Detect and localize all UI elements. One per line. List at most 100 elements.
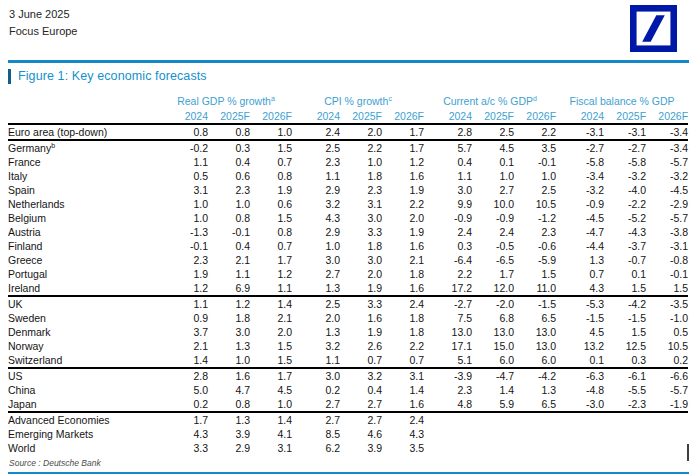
value-cell <box>514 412 556 427</box>
value-cell: 3.1 <box>160 183 208 197</box>
value-cell: 2.9 <box>208 441 250 455</box>
value-cell: 0.1 <box>472 155 514 169</box>
year-header-2025f: 2025F <box>208 108 250 124</box>
value-cell: 1.0 <box>472 169 514 183</box>
value-cell: 1.6 <box>382 397 424 412</box>
value-cell: 2.1 <box>208 253 250 267</box>
value-cell: -3.1 <box>556 124 604 140</box>
table-row-advanced-economies: Advanced Economies1.71.31.42.72.72.4 <box>8 412 688 427</box>
value-cell: -5.7 <box>646 211 688 225</box>
value-cell: -3.4 <box>646 140 688 155</box>
value-cell: 1.9 <box>340 325 382 339</box>
value-cell: -1.2 <box>514 211 556 225</box>
value-cell: -5.8 <box>604 155 646 169</box>
country-name: Portugal <box>8 268 47 280</box>
value-cell: 2.2 <box>382 339 424 353</box>
value-cell: 3.3 <box>340 296 382 311</box>
value-cell: 0.3 <box>604 353 646 368</box>
value-cell: 1.5 <box>604 281 646 296</box>
value-cell: 4.3 <box>556 281 604 296</box>
country-name: China <box>8 384 35 396</box>
value-cell: 1.5 <box>250 339 292 353</box>
value-cell: 2.5 <box>514 183 556 197</box>
table-row-world: World3.32.93.16.23.93.5 <box>8 441 688 455</box>
publication-title: Focus Europe <box>9 24 682 39</box>
value-cell: 10.0 <box>472 197 514 211</box>
value-cell: 1.4 <box>160 353 208 368</box>
value-cell: 1.3 <box>292 281 340 296</box>
row-label: Euro area (top-down) <box>8 124 160 140</box>
value-cell: 2.0 <box>382 211 424 225</box>
value-cell: -2.7 <box>604 140 646 155</box>
row-label: Emerging Markets <box>8 427 160 441</box>
value-cell: 4.5 <box>556 325 604 339</box>
value-cell: 1.3 <box>208 412 250 427</box>
value-cell: 2.0 <box>340 124 382 140</box>
value-cell: 3.3 <box>340 225 382 239</box>
value-cell: 1.9 <box>382 183 424 197</box>
value-cell: -0.7 <box>604 253 646 267</box>
value-cell: 6.5 <box>514 311 556 325</box>
value-cell: 0.2 <box>292 383 340 397</box>
value-cell: -1.5 <box>514 296 556 311</box>
country-name: Japan <box>8 398 37 410</box>
value-cell: 1.4 <box>472 383 514 397</box>
value-cell: 1.8 <box>340 239 382 253</box>
value-cell: -0.1 <box>160 239 208 253</box>
value-cell: -3.1 <box>646 239 688 253</box>
row-label: Italy <box>8 169 160 183</box>
country-name: UK <box>8 298 23 310</box>
value-cell <box>424 412 472 427</box>
table-header: Real GDP % growthaCPI % growthcCurrent a… <box>8 93 688 124</box>
year-header-2024: 2024 <box>160 108 208 124</box>
value-cell: 0.3 <box>208 140 250 155</box>
value-cell: -3.4 <box>556 169 604 183</box>
value-cell: 2.0 <box>340 267 382 281</box>
country-name: Spain <box>8 184 35 196</box>
figure-title-row: Figure 1: Key economic forecasts <box>8 68 684 84</box>
value-cell: 8.5 <box>292 427 340 441</box>
value-cell: 2.2 <box>424 267 472 281</box>
corner-cell <box>8 93 160 108</box>
value-cell: 1.1 <box>292 169 340 183</box>
figure-title-accent-bar <box>8 69 11 84</box>
value-cell: -2.7 <box>556 140 604 155</box>
value-cell: 6.2 <box>292 441 340 455</box>
value-cell: 15.0 <box>472 339 514 353</box>
value-cell: -6.4 <box>424 253 472 267</box>
country-name: Sweden <box>8 312 46 324</box>
row-label: Austria <box>8 225 160 239</box>
table-row-france: France1.10.40.72.31.01.20.40.1-0.1-5.8-5… <box>8 155 688 169</box>
value-cell: -3.4 <box>646 124 688 140</box>
value-cell <box>604 412 646 427</box>
value-cell: 1.9 <box>160 267 208 281</box>
country-name: Euro area (top-down) <box>8 126 107 138</box>
value-cell: -5.3 <box>556 296 604 311</box>
value-cell: 1.6 <box>340 311 382 325</box>
value-cell: 1.0 <box>514 169 556 183</box>
value-cell <box>556 441 604 455</box>
value-cell <box>514 441 556 455</box>
table-row-ireland: Ireland1.26.91.11.31.91.617.212.011.04.3… <box>8 281 688 296</box>
row-label: Norway <box>8 339 160 353</box>
value-cell: 1.0 <box>340 155 382 169</box>
row-label: Japan <box>8 397 160 412</box>
row-label: Belgium <box>8 211 160 225</box>
table-row-denmark: Denmark3.73.02.01.31.91.813.013.013.04.5… <box>8 325 688 339</box>
value-cell: -1.5 <box>556 311 604 325</box>
col-group-footnote-ref: d <box>533 94 537 101</box>
row-label-header-cell <box>8 108 160 124</box>
value-cell: 3.0 <box>424 183 472 197</box>
value-cell: 9.9 <box>424 197 472 211</box>
value-cell: 2.4 <box>472 225 514 239</box>
value-cell: 2.3 <box>424 383 472 397</box>
table-row-norway: Norway2.11.31.53.22.62.217.115.013.013.2… <box>8 339 688 353</box>
value-cell: 1.8 <box>382 325 424 339</box>
value-cell: 0.6 <box>250 197 292 211</box>
value-cell: -4.5 <box>646 183 688 197</box>
value-cell: -5.8 <box>556 155 604 169</box>
value-cell: 0.7 <box>340 353 382 368</box>
value-cell: 3.0 <box>208 325 250 339</box>
year-header-2024: 2024 <box>556 108 604 124</box>
value-cell: 2.6 <box>340 339 382 353</box>
